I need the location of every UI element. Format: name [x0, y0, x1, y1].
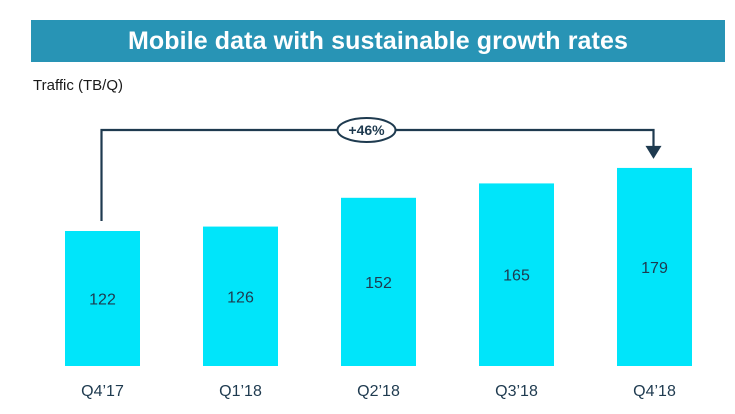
chart-title-banner: Mobile data with sustainable growth rate…: [31, 20, 725, 62]
x-tick-label: Q1’18: [219, 383, 262, 400]
bar-1: [203, 226, 278, 366]
bar-4: [617, 167, 692, 366]
x-tick-label: Q3’18: [495, 383, 538, 400]
y-axis-label: Traffic (TB/Q): [33, 77, 123, 94]
arrow-down-icon: [645, 145, 662, 159]
bar-3: [479, 183, 554, 366]
x-tick-label: Q4’18: [633, 383, 676, 400]
bar-2: [341, 197, 416, 366]
bar-value-label: 152: [365, 275, 392, 292]
growth-badge: [336, 117, 397, 143]
bar-value-label: 122: [89, 292, 116, 309]
bar-0: [65, 231, 140, 366]
bar-value-label: 126: [227, 289, 254, 306]
x-tick-label: Q4’17: [81, 383, 124, 400]
bar-value-label: 179: [641, 260, 668, 277]
x-tick-label: Q2’18: [357, 383, 400, 400]
chart-title: Mobile data with sustainable growth rate…: [127, 26, 628, 55]
growth-badge-label: +46%: [348, 122, 385, 138]
bar-value-label: 165: [503, 268, 530, 285]
